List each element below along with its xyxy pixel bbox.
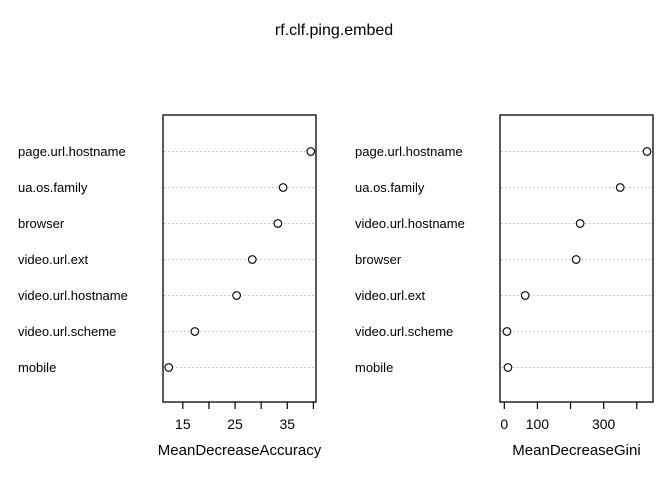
- data-point: [571, 255, 581, 264]
- plot-box: [162, 114, 317, 403]
- axis-title: MeanDecreaseGini: [512, 442, 640, 459]
- data-point: [503, 363, 513, 372]
- axis-tick-label: 35: [279, 416, 295, 432]
- axis-title: MeanDecreaseAccuracy: [158, 442, 322, 459]
- plot-box: [499, 114, 654, 403]
- data-point: [273, 219, 283, 228]
- data-point: [190, 327, 200, 336]
- axis-tick-label: 100: [526, 416, 550, 432]
- category-label: ua.os.family: [355, 180, 425, 195]
- category-label: video.url.hostname: [355, 216, 465, 231]
- data-point: [642, 147, 652, 156]
- category-label: mobile: [18, 360, 56, 375]
- category-label: video.url.scheme: [18, 324, 116, 339]
- data-point: [502, 327, 512, 336]
- chart-title: rf.clf.ping.embed: [275, 22, 393, 39]
- chart-panels: page.url.hostname ua.os.family browser vide…: [18, 114, 654, 459]
- category-label: page.url.hostname: [355, 144, 463, 159]
- category-label: ua.os.family: [18, 180, 88, 195]
- data-point: [247, 255, 257, 264]
- category-label: page.url.hostname: [18, 144, 126, 159]
- data-point: [615, 183, 625, 192]
- axis-tick-label: 300: [592, 416, 616, 432]
- category-label: video.url.ext: [355, 288, 425, 303]
- category-label: video.url.ext: [18, 252, 88, 267]
- data-point: [575, 219, 585, 228]
- data-point: [232, 291, 241, 300]
- category-label: browser: [355, 252, 402, 267]
- axis-tick-label: 25: [227, 416, 243, 432]
- panel-right: page.url.hostname ua.os.family video.url.h…: [355, 114, 654, 459]
- data-point: [520, 291, 530, 300]
- category-label: video.url.scheme: [355, 324, 453, 339]
- axis-tick-label: 15: [175, 416, 191, 432]
- data-point: [164, 363, 174, 372]
- axis-tick-label: 0: [500, 416, 508, 432]
- data-point: [278, 183, 288, 192]
- category-label: browser: [18, 216, 65, 231]
- category-label: mobile: [355, 360, 393, 375]
- data-point: [306, 147, 316, 156]
- category-label: video.url.hostname: [18, 288, 128, 303]
- panel-left: page.url.hostname ua.os.family browser vide…: [18, 114, 322, 459]
